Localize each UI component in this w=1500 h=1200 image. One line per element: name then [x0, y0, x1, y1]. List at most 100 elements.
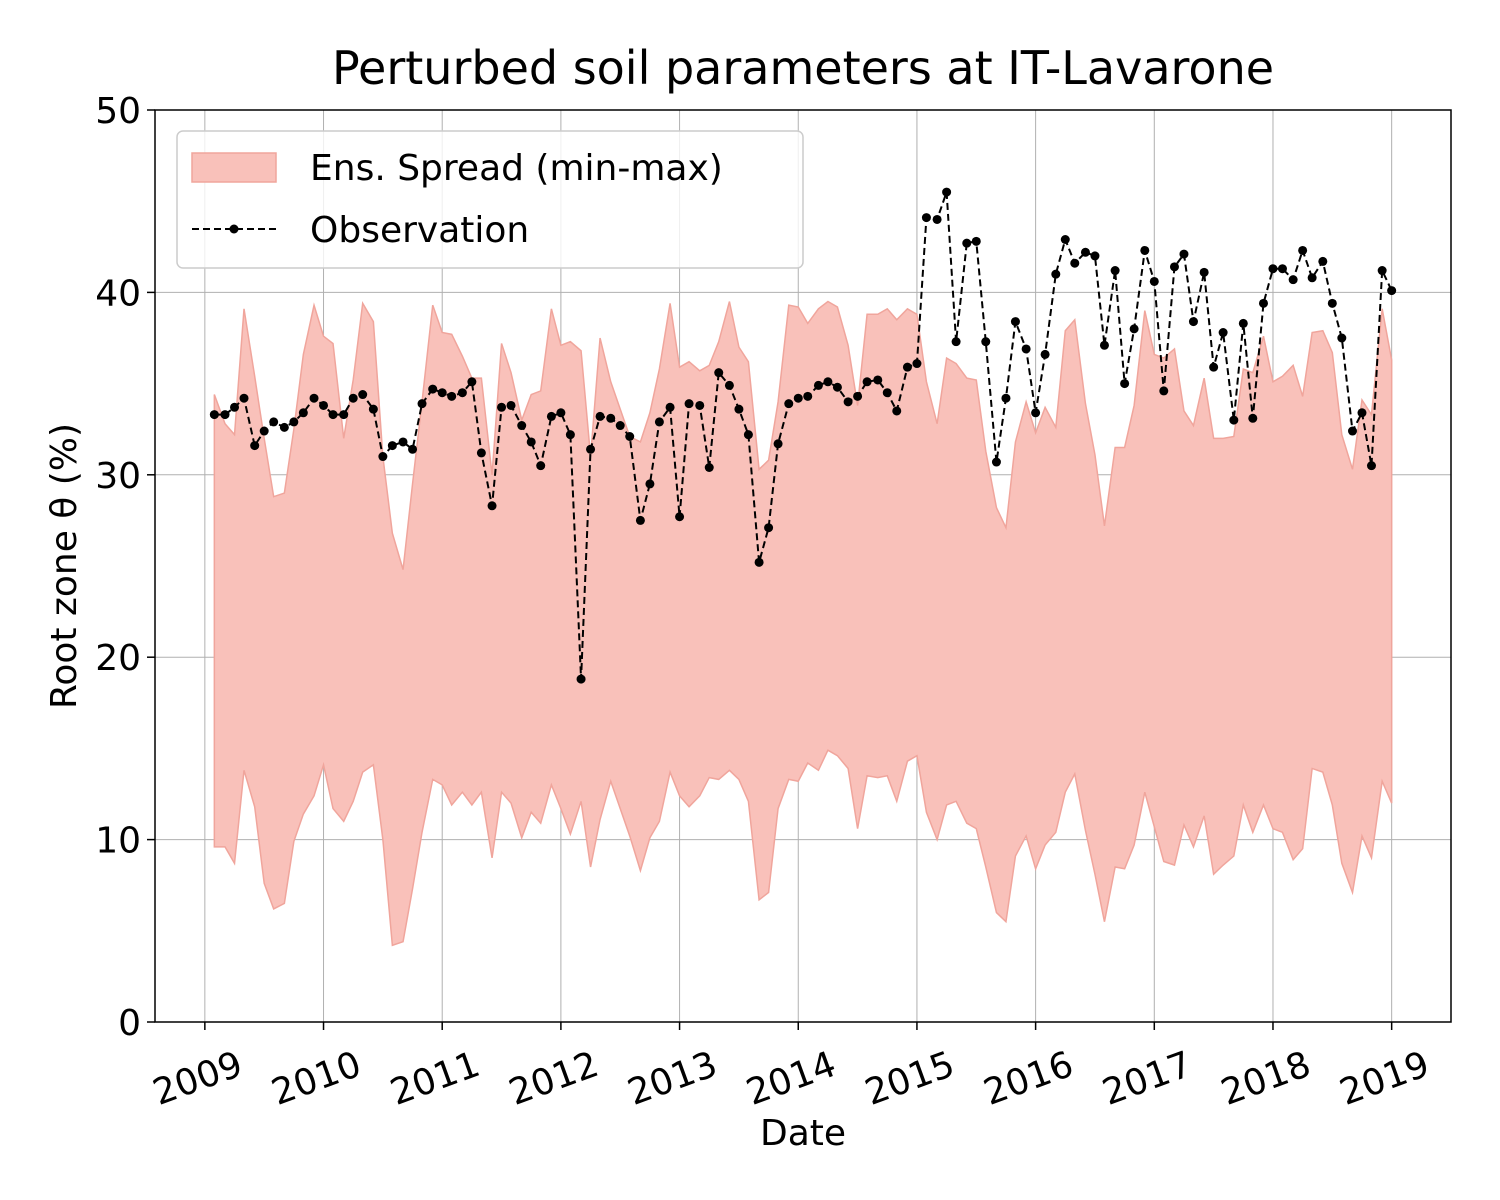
observation-point — [467, 377, 477, 387]
observation-point — [497, 402, 507, 412]
observation-point — [348, 393, 358, 403]
observation-point — [784, 399, 794, 409]
observation-point — [209, 410, 219, 420]
legend-box — [176, 130, 804, 269]
observation-point — [1120, 379, 1130, 389]
observation-point — [1288, 275, 1298, 285]
observation-point — [645, 479, 655, 489]
observation-point — [862, 377, 872, 387]
observation-point — [586, 444, 596, 454]
observation-point — [556, 408, 566, 418]
observation-point — [1377, 266, 1387, 276]
observation-point — [1248, 413, 1258, 423]
legend-label: Observation — [310, 210, 529, 251]
observation-point — [1140, 245, 1150, 255]
observation-point — [1031, 408, 1041, 418]
observation-point — [654, 417, 664, 427]
observation-point — [942, 187, 952, 197]
y-tick-label: 10 — [95, 821, 141, 862]
observation-point — [1001, 393, 1011, 403]
observation-point — [428, 384, 438, 394]
observation-point — [1258, 298, 1268, 308]
observation-point — [1188, 317, 1198, 327]
observation-point — [635, 515, 645, 525]
observation-point — [1040, 349, 1050, 359]
observation-point — [724, 380, 734, 390]
observation-point — [695, 400, 705, 410]
observation-point — [447, 391, 457, 401]
observation-point — [457, 388, 467, 398]
observation-point — [546, 411, 556, 421]
observation-point — [704, 463, 714, 473]
observation-point — [921, 213, 931, 223]
observation-point — [565, 430, 575, 440]
observation-point — [823, 377, 833, 387]
observation-point — [892, 406, 902, 416]
observation-point — [576, 674, 586, 684]
observation-point — [912, 359, 922, 369]
observation-point — [536, 461, 546, 471]
observation-point — [319, 400, 329, 410]
legend-swatch — [191, 152, 277, 183]
observation-point — [476, 448, 486, 458]
observation-point — [853, 391, 863, 401]
observation-point — [873, 375, 883, 385]
observation-point — [813, 380, 823, 390]
observation-point — [902, 362, 912, 372]
observation-point — [684, 399, 694, 409]
observation-point — [773, 439, 783, 449]
observation-point — [1268, 264, 1278, 274]
ensemble-spread — [213, 300, 1393, 947]
observation-point — [882, 388, 892, 398]
legend-marker — [229, 224, 239, 234]
plot-frame — [154, 109, 1452, 1023]
observation-point — [1218, 328, 1228, 338]
observation-point — [279, 422, 289, 432]
observation-point — [1298, 245, 1308, 255]
observation-point — [675, 512, 685, 522]
observation-point — [1080, 247, 1090, 257]
observation-point — [259, 426, 269, 436]
observation-point — [437, 388, 447, 398]
observation-point — [1129, 324, 1139, 334]
observation-point — [298, 408, 308, 418]
observation-point — [991, 457, 1001, 467]
observation-point — [1010, 317, 1020, 327]
observation-point — [269, 417, 279, 427]
observation-point — [517, 421, 527, 431]
observation-point — [1051, 269, 1061, 279]
observation-point — [1318, 256, 1328, 266]
observation-point — [1099, 340, 1109, 350]
observation-point — [595, 411, 605, 421]
observation-point — [714, 368, 724, 378]
observation-point — [1307, 273, 1317, 283]
observation-point — [1209, 362, 1219, 372]
y-tick-label: 50 — [95, 91, 141, 132]
observation-point — [1179, 249, 1189, 259]
observation-point — [1238, 318, 1248, 328]
observation-point — [309, 393, 319, 403]
observation-point — [230, 402, 240, 412]
observation-point — [1159, 386, 1169, 396]
observation-point — [358, 390, 368, 400]
observation-point — [1021, 344, 1031, 354]
observation-point — [408, 444, 418, 454]
observation-point — [378, 452, 388, 462]
y-tick-label: 0 — [118, 1003, 141, 1044]
observation-point — [1337, 333, 1347, 343]
observation-point — [1347, 426, 1357, 436]
observation-point — [1387, 286, 1397, 296]
observation-point — [606, 413, 616, 423]
observation-point — [932, 214, 942, 224]
observation-point — [526, 437, 536, 447]
observation-point — [843, 397, 853, 407]
observation-point — [398, 437, 408, 447]
chart-title: Perturbed soil parameters at IT-Lavarone — [332, 41, 1274, 95]
observation-point — [625, 431, 635, 441]
observation-point — [506, 400, 516, 410]
observation-point — [1229, 415, 1239, 425]
observation-point — [832, 382, 842, 392]
observation-point — [734, 404, 744, 414]
observation-point — [487, 501, 497, 511]
